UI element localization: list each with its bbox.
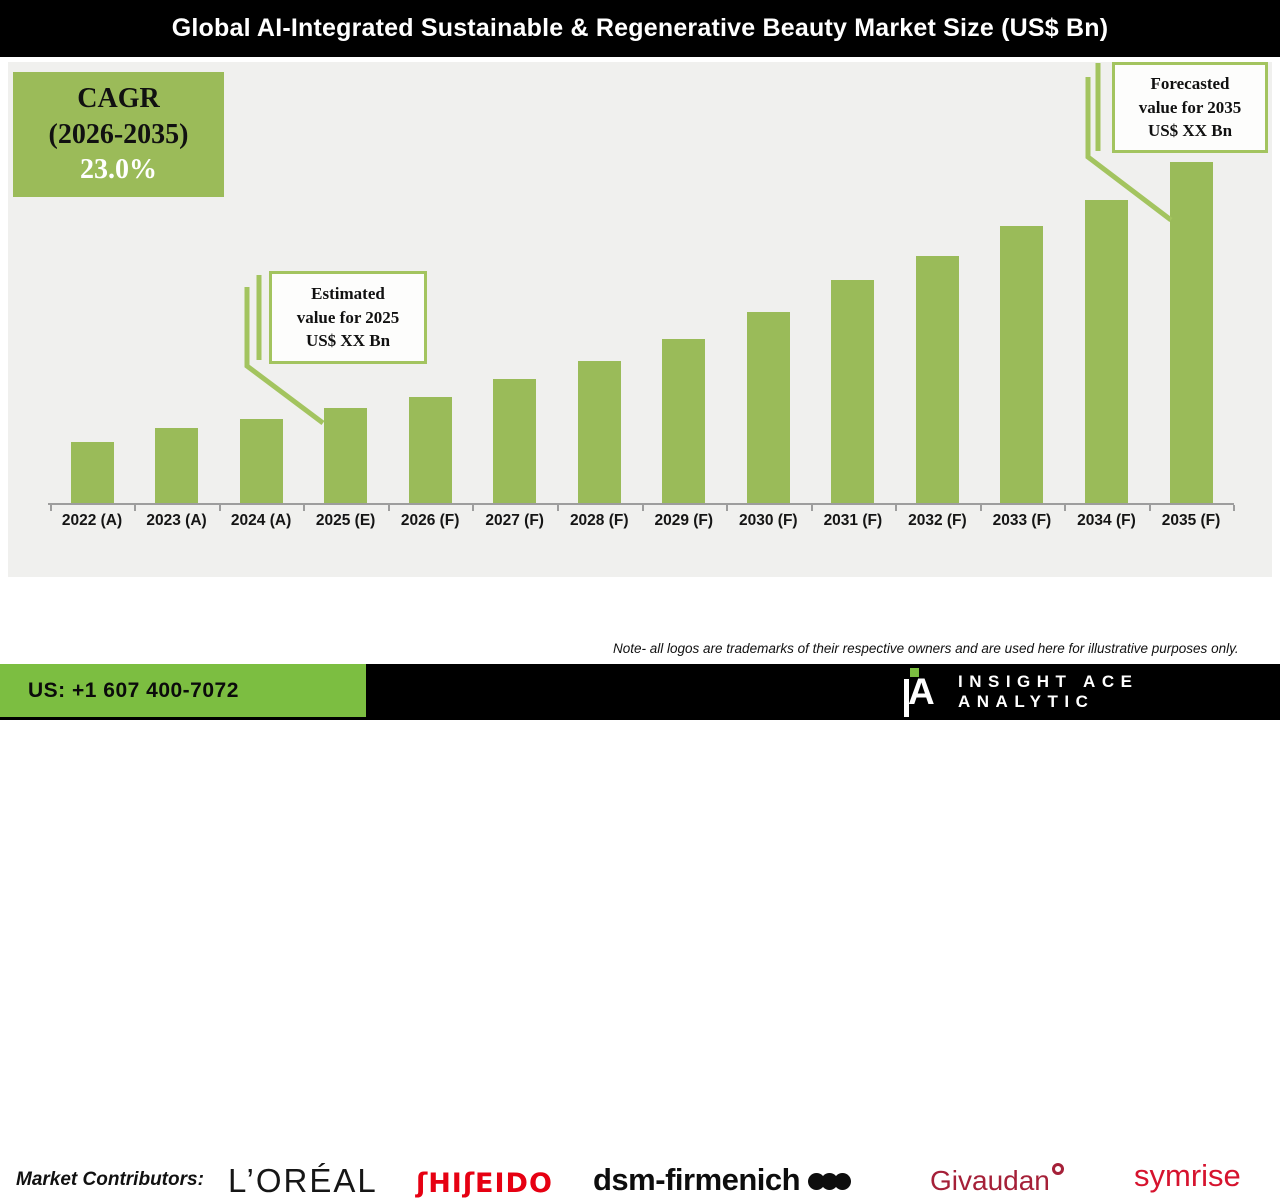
axis-tick — [726, 505, 729, 511]
bar-2022 — [70, 442, 114, 503]
insight-ace-logo-icon: A — [902, 667, 942, 717]
axis-tick — [134, 505, 137, 511]
x-label-2027: 2027 (F) — [485, 512, 544, 529]
bar-2026 — [408, 397, 452, 503]
x-label-2033: 2033 (F) — [992, 512, 1052, 529]
axis-tick — [303, 505, 306, 511]
axis-tick — [387, 505, 390, 511]
bar-2029 — [662, 339, 706, 503]
estimated-value-callout: Estimated value for 2025 US$ XX Bn — [269, 271, 427, 364]
cagr-label: CAGR — [77, 82, 160, 114]
dsm-firmenich-logo: dsm-firmenich — [593, 1162, 852, 1198]
x-label-2031: 2031 (F) — [823, 512, 883, 529]
estimated-callout-line2: value for 2025 — [296, 307, 400, 327]
loreal-logo: L’ORÉAL — [228, 1162, 378, 1199]
phone-number: US: +1 607 400-7072 — [28, 678, 239, 702]
page-title: Global AI-Integrated Sustainable & Regen… — [171, 14, 1109, 42]
dsm-firmenich-wordmark: dsm-firmenich — [593, 1162, 801, 1197]
givaudan-circle-icon — [1051, 1163, 1064, 1175]
brand-name: INSIGHT ACE ANALYTIC — [958, 672, 1139, 711]
bar-2033 — [1000, 226, 1044, 503]
x-axis-line — [48, 503, 1234, 505]
dsm-dot-icon — [834, 1173, 852, 1190]
axis-tick — [641, 505, 644, 511]
bar-2023 — [155, 428, 199, 503]
axis-tick — [1064, 505, 1067, 511]
axis-tick — [49, 505, 52, 511]
cagr-badge: CAGR (2026-2035) 23.0% — [13, 72, 224, 197]
title-bar: Global AI-Integrated Sustainable & Regen… — [0, 0, 1280, 57]
x-label-2025: 2025 (E) — [315, 512, 376, 529]
axis-tick — [895, 505, 898, 511]
x-label-2035: 2035 (F) — [1161, 512, 1221, 529]
x-label-2030: 2030 (F) — [739, 512, 798, 529]
forecast-callout-line1: Forecasted — [1150, 74, 1230, 94]
forecast-callout-value: US$ XX Bn — [1147, 121, 1233, 141]
x-label-2024: 2024 (A) — [230, 512, 292, 529]
footer-bar: US: +1 607 400-7072 A INSIGHT ACE ANALYT… — [0, 664, 1280, 720]
axis-tick — [1148, 505, 1151, 511]
bar-2025 — [324, 408, 368, 503]
contact-phone-box: US: +1 607 400-7072 — [0, 664, 366, 717]
forecast-value-callout: Forecasted value for 2035 US$ XX Bn — [1112, 62, 1268, 153]
trademark-note-line2: only. — [1211, 641, 1239, 656]
x-label-2032: 2032 (F) — [908, 512, 967, 529]
bar-2032 — [915, 256, 959, 503]
estimated-callout-line1: Estimated — [311, 284, 385, 304]
x-label-2022: 2022 (A) — [61, 512, 123, 529]
logo-green-square — [910, 668, 919, 677]
bar-2030 — [746, 312, 790, 503]
bar-2031 — [831, 280, 875, 503]
axis-tick — [218, 505, 221, 511]
trademark-note-line1: Note- all logos are trademarks of their … — [613, 641, 1208, 656]
x-label-2028: 2028 (F) — [569, 512, 629, 529]
symrise-logo: symrise — [1134, 1158, 1241, 1193]
x-label-2029: 2029 (F) — [654, 512, 714, 529]
cagr-period: (2026-2035) — [48, 118, 189, 150]
axis-tick — [472, 505, 475, 511]
axis-tick — [979, 505, 982, 511]
logo-vertical-bar — [904, 679, 909, 717]
givaudan-logo: Givaudan — [930, 1163, 1064, 1197]
cagr-value: 23.0% — [80, 154, 157, 186]
x-label-2023: 2023 (A) — [146, 512, 207, 529]
estimated-callout-value: US$ XX Bn — [305, 331, 391, 351]
axis-tick — [1233, 505, 1236, 511]
bar-2028 — [577, 361, 621, 503]
axis-tick — [810, 505, 813, 511]
bar-2034 — [1084, 200, 1128, 503]
bar-2035 — [1169, 162, 1213, 503]
x-label-2026: 2026 (F) — [400, 512, 460, 529]
givaudan-wordmark: Givaudan — [930, 1165, 1050, 1196]
x-label-2034: 2034 (F) — [1077, 512, 1136, 529]
logo-a-glyph: A — [908, 671, 935, 712]
axis-tick — [556, 505, 559, 511]
bar-2027 — [493, 379, 537, 503]
forecast-callout-line2: value for 2035 — [1138, 97, 1242, 117]
shiseido-logo: ʃHIʃEIDO — [416, 1168, 553, 1199]
trademark-note: Note- all logos are trademarks of their … — [613, 639, 1261, 679]
market-contributors-label: Market Contributors: — [16, 1169, 204, 1190]
bar-2024 — [239, 419, 283, 503]
